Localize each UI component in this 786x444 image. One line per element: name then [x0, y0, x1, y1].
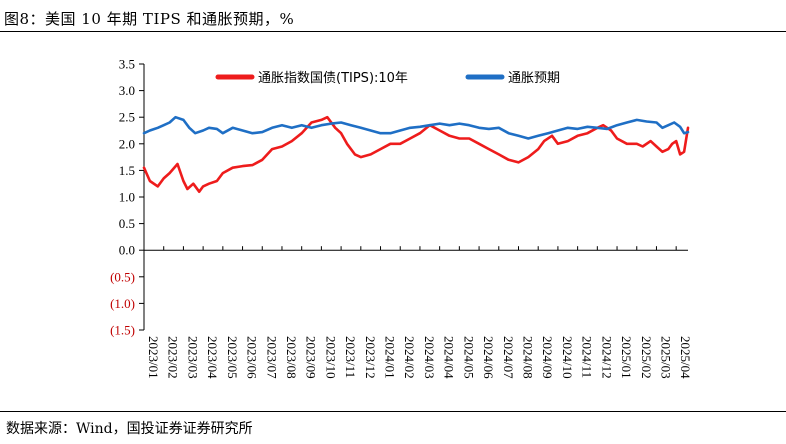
y-tick-label: (1.5) — [110, 323, 135, 338]
legend-label: 通胀预期 — [508, 71, 560, 86]
x-tick-label: 2024/03 — [422, 336, 437, 379]
x-tick-label: 2025/04 — [678, 336, 693, 379]
x-tick-label: 2024/06 — [481, 336, 496, 379]
x-tick-label: 2023/07 — [264, 336, 279, 379]
x-tick-label: 2025/01 — [619, 336, 634, 379]
y-tick-label: 1.0 — [119, 190, 135, 205]
legend: 通胀指数国债(TIPS):10年 通胀预期 — [215, 71, 560, 86]
x-tick-label: 2023/10 — [323, 336, 338, 379]
x-tick-label: 2023/04 — [205, 336, 220, 379]
figure-title: 图8：美国 10 年期 TIPS 和通胀预期，% — [4, 10, 295, 28]
y-tick-label: 0.0 — [119, 243, 135, 258]
legend-label: 通胀指数国债(TIPS):10年 — [258, 71, 408, 86]
x-tick-label: 2023/09 — [304, 336, 319, 379]
series-line-inflation-expectation — [142, 115, 690, 140]
x-tick-label: 2024/05 — [461, 336, 476, 379]
y-tick-label: 3.0 — [119, 83, 135, 98]
x-tick-label: 2024/10 — [560, 336, 575, 379]
source-rule — [0, 411, 786, 412]
x-tick-label: 2024/09 — [540, 336, 555, 379]
x-tick-label: 2024/07 — [501, 336, 516, 379]
x-tick-label: 2024/02 — [402, 336, 417, 379]
x-tick-label: 2025/02 — [639, 336, 654, 379]
y-tick-label: 2.0 — [119, 136, 135, 151]
x-tick-label: 2023/11 — [343, 336, 358, 378]
x-tick-label: 2024/01 — [383, 336, 398, 379]
x-tick-label: 2023/05 — [225, 336, 240, 379]
x-tick-label: 2023/12 — [363, 336, 378, 379]
x-tick-label: 2023/06 — [245, 336, 260, 379]
x-tick-label: 2025/03 — [658, 336, 673, 379]
y-tick-label: 2.5 — [119, 110, 135, 125]
y-tick-label: (0.5) — [110, 269, 135, 284]
series-layer — [142, 115, 690, 193]
x-tick-label: 2024/11 — [580, 336, 595, 378]
x-tick-label: 2024/12 — [599, 336, 614, 379]
x-tick-label: 2024/08 — [520, 336, 535, 379]
axes-layer: 3.5 3.0 2.5 2.0 1.5 1.0 0.5 0.0 (0.5) (1.0) (1.5) 2… — [110, 57, 693, 380]
x-tick-label: 2024/04 — [442, 336, 457, 379]
y-tick-label: 0.5 — [119, 216, 135, 231]
x-tick-label: 2023/08 — [284, 336, 299, 379]
x-tick-label: 2023/02 — [166, 336, 181, 379]
x-tick-label: 2023/01 — [146, 336, 161, 379]
title-rule — [0, 31, 786, 32]
y-tick-label: (1.0) — [110, 296, 135, 311]
source-note: 数据来源：Wind，国投证券证券研究所 — [6, 421, 253, 437]
y-tick-label: 1.5 — [119, 163, 135, 178]
x-tick-label: 2023/03 — [185, 336, 200, 379]
series-line-tips-10y — [142, 115, 690, 193]
y-tick-label: 3.5 — [119, 57, 135, 72]
